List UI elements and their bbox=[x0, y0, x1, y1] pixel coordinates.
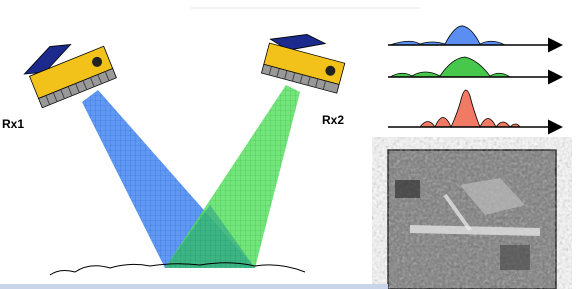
satellite-rx2 bbox=[261, 26, 349, 94]
receiver-label: Rx2 bbox=[322, 113, 344, 127]
diagram: Rx1 Rx2 bbox=[0, 0, 584, 289]
receiver-label: Rx1 bbox=[2, 117, 24, 131]
sar-image bbox=[388, 150, 556, 289]
bottom-strip bbox=[0, 284, 388, 289]
waveforms bbox=[388, 26, 560, 127]
